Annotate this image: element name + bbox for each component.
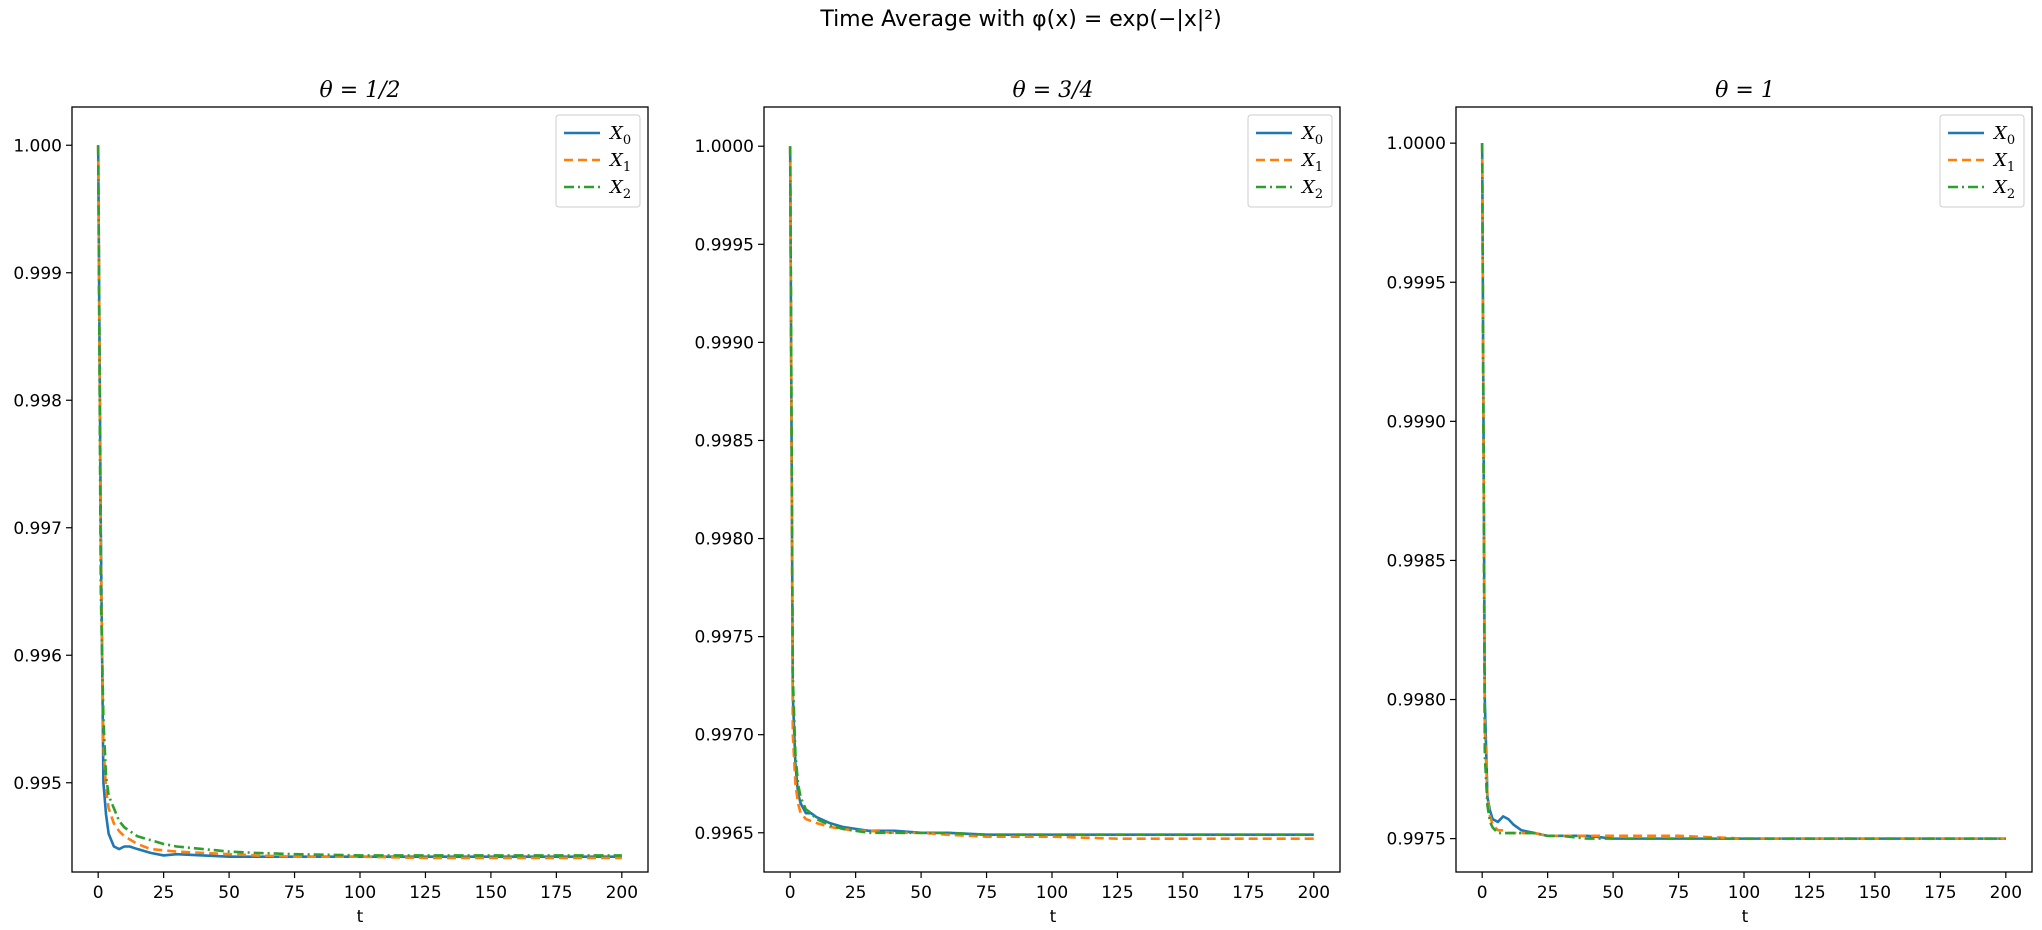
x-tick-label: 25: [1537, 883, 1559, 903]
y-tick-label: 0.999: [13, 264, 62, 284]
y-tick-label: 0.9970: [695, 726, 754, 746]
x-tick-label: 50: [910, 883, 932, 903]
y-tick-label: 1.0000: [1387, 134, 1446, 154]
x-tick-label: 0: [93, 883, 104, 903]
series-line-x2: [788, 146, 1314, 837]
y-tick-label: 0.9990: [695, 333, 754, 353]
x-tick-label: 125: [1793, 883, 1825, 903]
panel-title: θ = 1: [1715, 78, 1775, 103]
y-tick-label: 0.9975: [695, 628, 754, 648]
plot-frame: [71, 106, 649, 873]
x-tick-label: 200: [1298, 883, 1330, 903]
x-tick-label: 75: [976, 883, 998, 903]
y-tick-label: 0.9995: [695, 235, 754, 255]
panel-title: θ = 3/4: [1012, 78, 1093, 103]
x-axis-label: t: [1050, 907, 1057, 927]
x-axis-label: t: [357, 907, 364, 927]
x-tick-label: 125: [409, 883, 441, 903]
panel-title: θ = 1/2: [319, 78, 400, 103]
series-line-x1: [96, 145, 622, 860]
panel-3: θ = 1 t 0 25 50 75 100 125 150 175 200 0.9975 0.99…: [1387, 78, 2033, 927]
series-line-x1: [1480, 143, 2006, 840]
x-tick-label: 100: [344, 883, 376, 903]
y-tick-label: 0.9985: [695, 431, 754, 451]
series-line-x2: [96, 145, 622, 857]
y-tick-label: 1.0000: [695, 137, 754, 157]
x-tick-label: 175: [1232, 883, 1264, 903]
x-tick-label: 0: [785, 883, 796, 903]
x-tick-label: 50: [1602, 883, 1624, 903]
y-tick-label: 0.997: [13, 519, 62, 539]
y-tick-label: 0.998: [13, 391, 62, 411]
y-tick-label: 0.9975: [1387, 830, 1446, 850]
plot-frame: [1455, 106, 2033, 873]
series-line-x2: [1480, 143, 2006, 840]
x-tick-label: 100: [1728, 883, 1760, 903]
x-tick-label: 175: [540, 883, 572, 903]
y-tick-label: 0.995: [13, 774, 62, 794]
figure-title: Time Average with φ(x) = exp(−|x|²): [819, 7, 1221, 32]
x-tick-label: 150: [475, 883, 507, 903]
series-line-x0: [788, 146, 1314, 837]
x-tick-label: 200: [1990, 883, 2022, 903]
x-tick-label: 125: [1101, 883, 1133, 903]
x-tick-label: 100: [1036, 883, 1068, 903]
y-tick-label: 1.000: [13, 136, 62, 156]
y-tick-label: 0.996: [13, 646, 62, 666]
x-tick-label: 150: [1859, 883, 1891, 903]
y-tick-label: 0.9980: [1387, 691, 1446, 711]
series-line-x0: [96, 145, 622, 859]
x-tick-label: 200: [606, 883, 638, 903]
y-tick-label: 0.9980: [695, 530, 754, 550]
x-tick-label: 25: [153, 883, 175, 903]
y-tick-label: 0.9965: [695, 824, 754, 844]
x-tick-label: 75: [284, 883, 306, 903]
y-tick-label: 0.9985: [1387, 551, 1446, 571]
x-axis-label: t: [1742, 907, 1749, 927]
x-tick-label: 175: [1924, 883, 1956, 903]
series-line-x0: [1480, 143, 2006, 840]
y-tick-label: 0.9995: [1387, 273, 1446, 293]
panel-1: θ = 1/2 t 0 25 50 75 100 125 150 175 200 0.995 0.9…: [13, 78, 649, 927]
x-tick-label: 0: [1477, 883, 1488, 903]
x-tick-label: 25: [845, 883, 867, 903]
x-tick-label: 150: [1167, 883, 1199, 903]
x-tick-label: 50: [218, 883, 240, 903]
y-tick-label: 0.9990: [1387, 412, 1446, 432]
x-tick-label: 75: [1668, 883, 1690, 903]
panel-2: θ = 3/4 t 0 25 50 75 100 125 150 175 200 0.9965 0.…: [695, 78, 1341, 927]
series-line-x1: [788, 146, 1314, 840]
plot-frame: [763, 106, 1341, 873]
